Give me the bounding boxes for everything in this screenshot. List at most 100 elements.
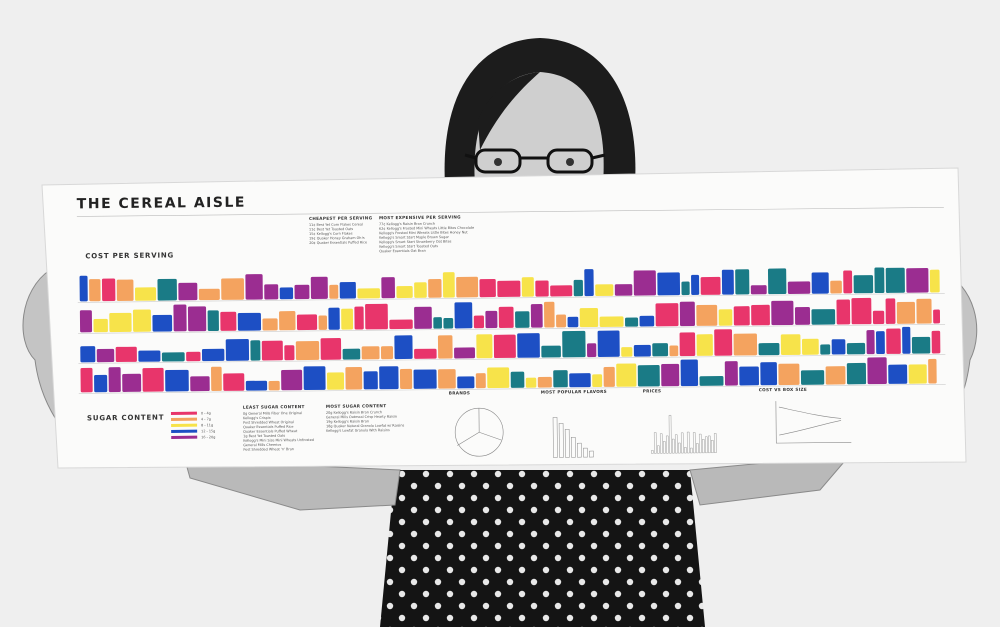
cereal-box: [550, 285, 573, 297]
cereal-box: [220, 311, 237, 331]
cereal-box: [928, 358, 937, 384]
list-item: Quaker Essentials Puffed Rice: [243, 425, 293, 430]
chart-heading: MOST POPULAR FLAVORS: [541, 389, 607, 395]
cereal-box: [262, 318, 278, 331]
bar-sketch: [666, 435, 669, 454]
cereal-box: [691, 274, 700, 295]
cereal-box: [443, 317, 454, 329]
bar-sketch: [696, 443, 699, 454]
cereal-box: [261, 340, 283, 361]
cereal-box: [89, 279, 101, 302]
cereal-box: [931, 330, 941, 354]
row-line: [78, 384, 946, 394]
list-item: General Mills Cheerios: [243, 443, 281, 447]
cereal-box: [414, 348, 437, 359]
bar-sketch: [570, 436, 576, 458]
bar-sketch: [684, 447, 687, 454]
cereal-box: [562, 330, 586, 358]
bar-sketch: [668, 415, 672, 454]
cereal-box: [537, 376, 552, 388]
cereal-box: [157, 278, 177, 301]
cereal-box: [718, 309, 733, 326]
list-item: Kellogg's Smart Start Maple Brown Sugar: [379, 235, 449, 240]
bar-sketch: [659, 433, 663, 454]
cereal-box: [556, 314, 567, 328]
hair-part: [478, 72, 540, 150]
bar-sketch: [651, 450, 654, 454]
cereal-box: [633, 344, 651, 357]
bar-sketch: [564, 429, 570, 458]
cereal-box: [521, 277, 534, 297]
cereal-box: [115, 346, 137, 363]
cereal-box: [733, 306, 750, 326]
bar-sketch: [713, 433, 717, 453]
cereal-box: [525, 377, 537, 388]
legend-label: 4 - 7g: [201, 417, 211, 421]
list-item: Quaker Essentials Oat Bran: [379, 249, 425, 253]
cereal-box: [885, 267, 905, 293]
cereal-box: [830, 280, 842, 294]
cereal-box: [223, 373, 245, 391]
cereal-box: [433, 317, 442, 329]
cereal-box: [454, 347, 476, 359]
list-item: 0g General Mills Fiber One Original: [243, 411, 302, 416]
list-heading: MOST EXPENSIVE PER SERVING: [379, 214, 461, 220]
cereal-box: [700, 276, 721, 295]
list-item: General Mills Oatmeal Crisp Hearty Raisi…: [326, 415, 397, 420]
section-title: COST PER SERVING: [85, 251, 174, 260]
list-item: Kellogg's Frosted Mini Wheats Little Bit…: [379, 230, 468, 235]
cereal-box: [614, 284, 633, 296]
cereal-box: [679, 332, 696, 357]
cereal-box: [80, 346, 96, 363]
cereal-box: [597, 330, 620, 357]
cereal-box: [902, 326, 911, 354]
cereal-box: [245, 274, 263, 300]
cereal-box: [758, 343, 780, 356]
cereal-box: [101, 278, 116, 302]
bar-sketch: [672, 438, 675, 454]
cereal-box: [771, 300, 794, 326]
list-item: 11¢ Best Yet Toasted Oats: [309, 227, 353, 231]
cereal-box: [134, 287, 157, 301]
list-item: 15¢ Kellogg's Corn Flakes: [309, 232, 353, 236]
cereal-box: [80, 367, 93, 393]
cereal-box: [186, 351, 201, 362]
legend-label: 8 - 11g: [201, 423, 213, 427]
cereal-box: [381, 277, 396, 299]
cereal-box: [264, 284, 279, 300]
cereal-box: [778, 363, 800, 386]
bar-sketch: [653, 432, 657, 454]
cereal-box: [303, 366, 326, 391]
cereal-box: [310, 276, 328, 299]
cereal-box: [515, 311, 530, 328]
bar-sketch: [558, 423, 564, 458]
cereal-box: [929, 269, 940, 293]
cereal-box: [361, 346, 380, 360]
cereal-box: [497, 280, 521, 298]
cereal-box: [380, 346, 394, 360]
cereal-box: [843, 270, 853, 294]
cereal-box: [116, 279, 134, 301]
line-sketch: [775, 401, 852, 444]
cereal-box: [201, 348, 225, 362]
cereal-box: [853, 275, 874, 294]
bar-sketch: [583, 447, 588, 458]
cereal-box: [485, 310, 498, 329]
cereal-box: [281, 369, 303, 391]
cereal-box: [510, 371, 525, 388]
chart-heading: COST VS BOX SIZE: [759, 387, 807, 393]
list-item: 19¢ Quaker Honey Graham Oh!s: [309, 236, 365, 241]
list-item: 11¢ Best Yet Corn Flakes Cereal: [309, 222, 363, 227]
left-arm: [184, 459, 401, 511]
cereal-box: [93, 318, 108, 333]
cereal-box: [760, 362, 778, 386]
cereal-box: [633, 270, 657, 296]
cereal-box: [132, 309, 152, 332]
bar-sketch: [663, 441, 666, 454]
cereal-box: [318, 315, 328, 330]
cereal-box: [933, 309, 941, 324]
row-line: [78, 324, 946, 334]
cereal-box: [341, 308, 354, 330]
cereal-box: [389, 319, 413, 330]
cereal-box: [438, 369, 456, 389]
